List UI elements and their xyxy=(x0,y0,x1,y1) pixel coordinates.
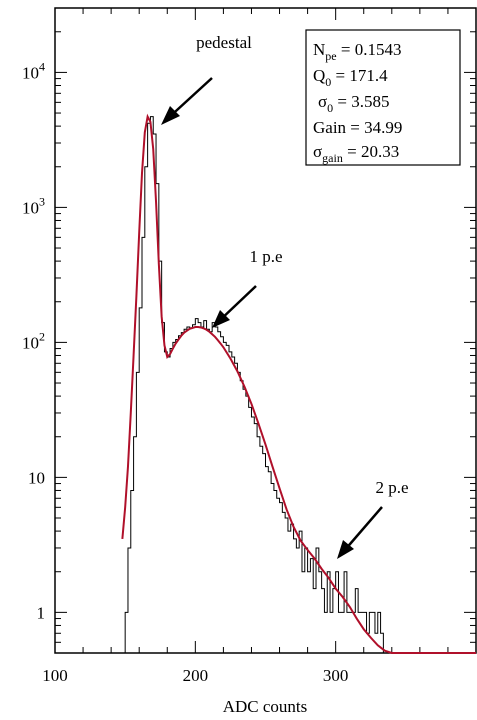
y-tick-label-base: 10 xyxy=(22,63,39,82)
x-tick-label: 300 xyxy=(323,666,349,685)
annotation-1pe: 1 p.e xyxy=(212,247,283,328)
x-tick-label: 100 xyxy=(42,666,68,685)
y-tick-label-exponent: 3 xyxy=(39,194,45,208)
axis-ticks xyxy=(54,7,477,654)
stat-sigma0: σ0 = 3.585 xyxy=(318,92,390,115)
x-axis-title: ADC counts xyxy=(223,697,308,716)
y-tick-label: 10 xyxy=(28,468,45,487)
annotation-2pe: 2 p.e xyxy=(337,478,409,559)
annotation-2pe-label: 2 p.e xyxy=(375,478,408,497)
y-tick-label: 103 xyxy=(22,194,45,217)
x-tick-label: 200 xyxy=(183,666,209,685)
fit-curve-series xyxy=(121,113,476,654)
y-tick-label-exponent: 2 xyxy=(39,329,45,343)
y-tick-label-exponent: 4 xyxy=(39,59,45,73)
stats-box: Npe = 0.1543 Q0 = 171.4 σ0 = 3.585 Gain … xyxy=(305,29,461,166)
histogram-series xyxy=(124,116,384,653)
y-tick-label-base: 10 xyxy=(22,198,39,217)
stat-gain: Gain = 34.99 xyxy=(313,118,402,137)
stat-sigma-gain: σgain = 20.33 xyxy=(313,142,399,165)
annotation-pedestal-arrowhead xyxy=(161,106,180,125)
annotation-pedestal-label: pedestal xyxy=(196,33,252,52)
annotation-pedestal: pedestal xyxy=(161,33,252,125)
stat-npe: Npe = 0.1543 xyxy=(313,40,401,63)
stats-box-frame xyxy=(305,29,461,166)
y-tick-label: 1 xyxy=(37,603,46,622)
y-tick-label: 102 xyxy=(22,329,45,352)
y-tick-label: 104 xyxy=(22,59,45,82)
annotation-2pe-arrowhead xyxy=(337,540,354,559)
annotation-2pe-arrow xyxy=(343,506,383,552)
annotation-1pe-arrowhead xyxy=(212,310,230,328)
y-tick-label-base: 10 xyxy=(22,333,39,352)
y-tick-label-base: 1 xyxy=(37,603,46,622)
annotation-1pe-label: 1 p.e xyxy=(249,247,282,266)
plot-frame xyxy=(54,7,477,654)
stat-q0: Q0 = 171.4 xyxy=(313,66,388,89)
series-layer xyxy=(121,113,476,654)
y-tick-label-base: 10 xyxy=(28,468,45,487)
